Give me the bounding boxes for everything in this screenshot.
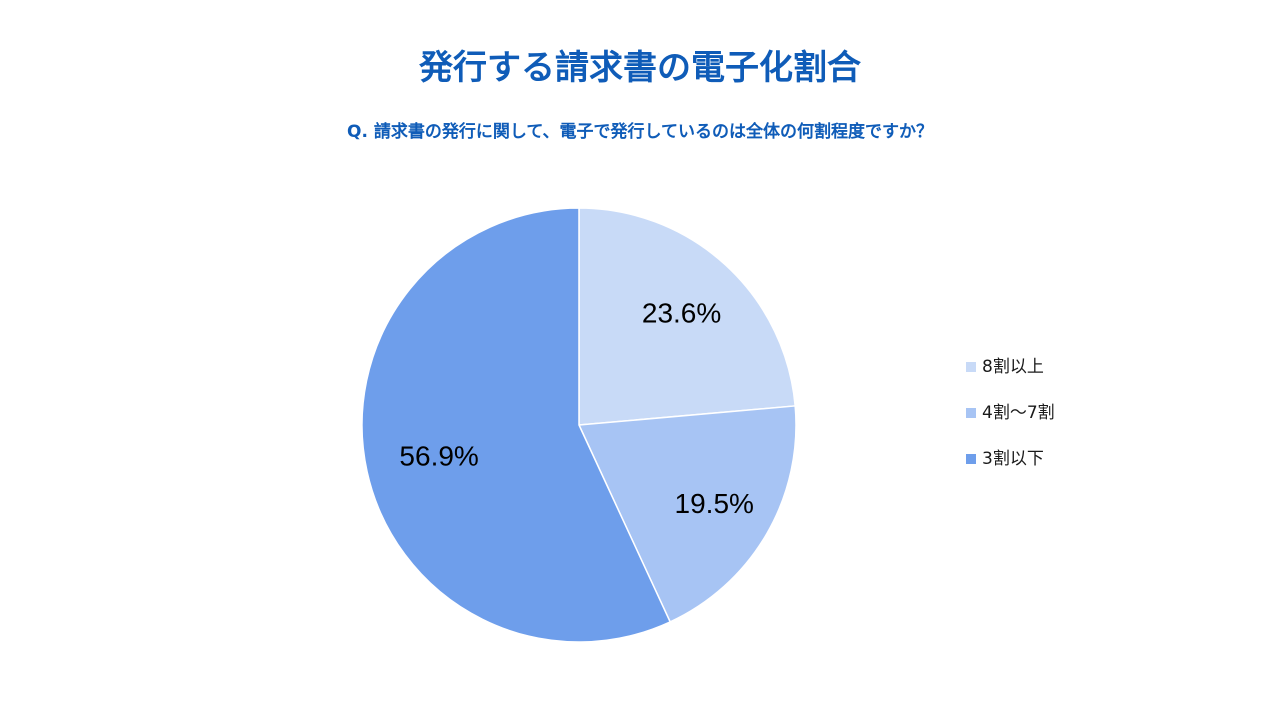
legend-label: 3割以下 xyxy=(982,449,1044,469)
pie-slice xyxy=(361,207,672,643)
chart-subtitle: Q. 請求書の発行に関して、電子で発行しているのは全体の何割程度ですか？ xyxy=(347,122,933,142)
legend-label: 8割以上 xyxy=(982,357,1044,377)
legend-item: 8割以上 xyxy=(966,355,1055,379)
pie-data-label: 23.6% xyxy=(642,297,721,328)
legend-swatch xyxy=(966,362,976,372)
pie-slice xyxy=(577,405,797,623)
pie-slice xyxy=(578,207,796,426)
pie-data-labels: 23.6% 19.5% 56.9% xyxy=(399,297,754,518)
chart-legend: 8割以上 4割〜7割 3割以下 xyxy=(966,355,1055,493)
pie-data-label: 56.9% xyxy=(399,440,478,471)
chart-title: 発行する請求書の電子化割合 xyxy=(419,48,861,88)
legend-item: 4割〜7割 xyxy=(966,401,1055,425)
legend-swatch xyxy=(966,454,976,464)
legend-label: 4割〜7割 xyxy=(982,403,1055,423)
legend-item: 3割以下 xyxy=(966,447,1055,471)
pie-slices xyxy=(361,207,797,643)
legend-swatch xyxy=(966,408,976,418)
pie-data-label: 19.5% xyxy=(675,488,754,519)
